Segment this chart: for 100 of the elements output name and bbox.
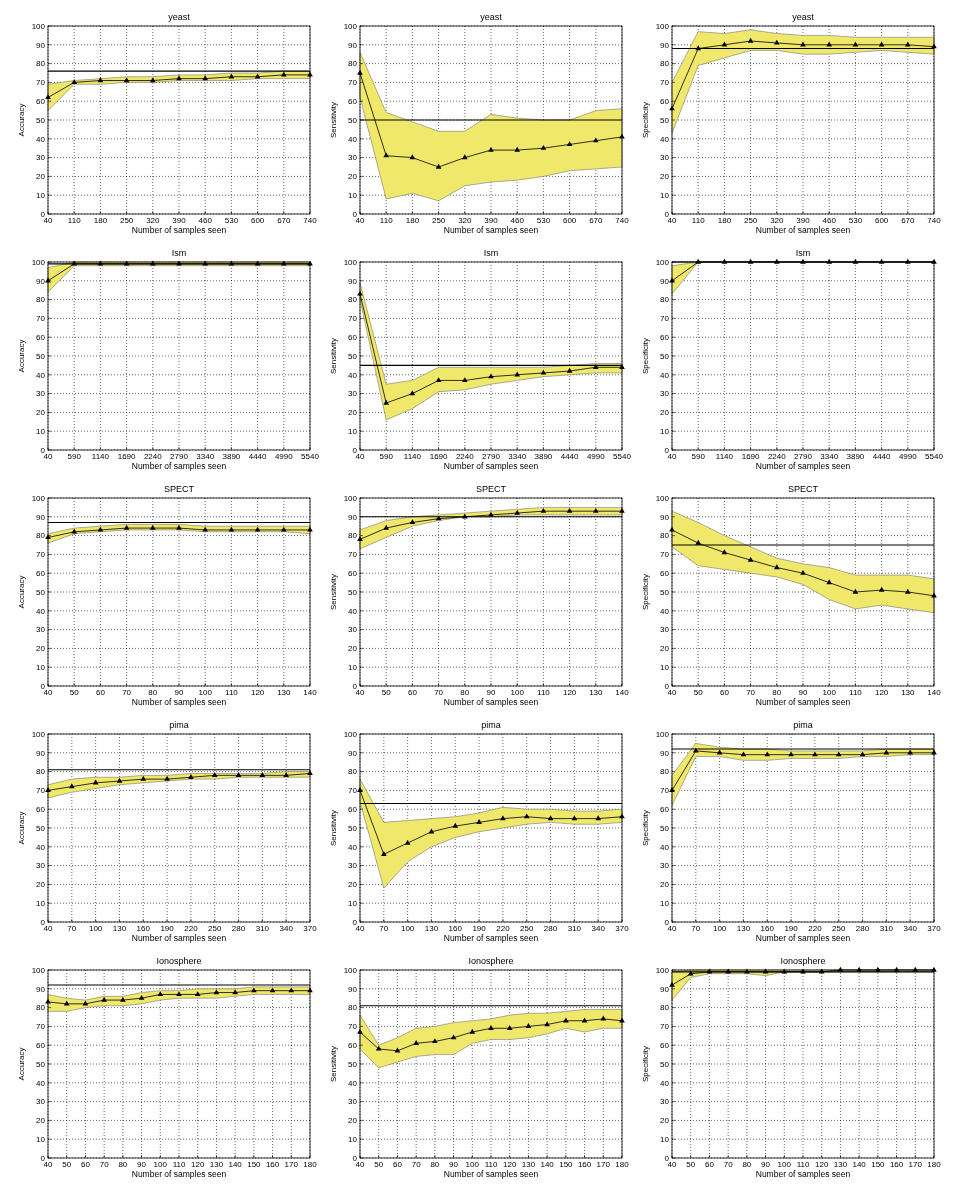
x-tick-label: 460 (822, 216, 837, 225)
y-tick-label: 90 (348, 276, 358, 286)
x-tick-label: 280 (543, 924, 558, 933)
y-axis-title: Sensitivity (329, 1045, 338, 1083)
x-axis-title: Number of samples seen (443, 461, 539, 471)
x-tick-label: 160 (760, 924, 775, 933)
x-tick-label: 460 (198, 216, 213, 225)
x-tick-label: 60 (704, 1160, 715, 1169)
y-tick-label: 40 (660, 134, 670, 144)
y-tick-label: 10 (348, 899, 358, 908)
x-tick-label: 160 (448, 924, 463, 933)
x-tick-label: 170 (596, 1160, 611, 1169)
x-tick-label: 60 (719, 688, 730, 697)
y-tick-label: 10 (660, 191, 670, 200)
y-tick-label: 80 (348, 767, 358, 777)
y-tick-label: 10 (36, 1135, 46, 1144)
x-tick-label: 110 (172, 1160, 186, 1169)
y-axis-title: Sensitivity (329, 101, 338, 139)
y-tick-label: 0 (40, 209, 46, 219)
y-tick-label: 60 (36, 333, 46, 342)
x-tick-label: 4440 (248, 452, 268, 461)
y-tick-label: 10 (660, 899, 670, 908)
x-tick-label: 100 (198, 688, 213, 697)
y-tick-label: 50 (348, 587, 358, 597)
x-tick-label: 110 (796, 1160, 810, 1169)
x-tick-label: 50 (374, 1160, 384, 1169)
x-tick-label: 50 (686, 1160, 696, 1169)
y-tick-label: 60 (660, 1041, 670, 1050)
y-tick-label: 60 (348, 569, 358, 578)
y-tick-label: 60 (348, 1041, 358, 1050)
x-axis-title: Number of samples seen (755, 1169, 851, 1179)
y-tick-label: 50 (348, 823, 358, 833)
y-tick-label: 70 (348, 550, 358, 560)
y-tick-label: 60 (36, 569, 46, 578)
y-tick-label: 90 (660, 512, 670, 522)
x-tick-label: 4990 (274, 452, 294, 461)
x-tick-label: 740 (303, 216, 318, 225)
y-tick-label: 20 (36, 1116, 46, 1126)
y-tick-label: 100 (655, 493, 670, 503)
x-tick-label: 320 (770, 216, 785, 225)
y-tick-label: 90 (660, 276, 670, 286)
y-tick-label: 80 (348, 59, 358, 69)
x-tick-label: 140 (228, 1160, 243, 1169)
x-tick-label: 70 (379, 924, 389, 933)
x-tick-label: 3890 (222, 452, 241, 461)
x-tick-label: 280 (231, 924, 246, 933)
y-tick-label: 30 (660, 861, 670, 871)
x-tick-label: 110 (537, 688, 551, 697)
y-tick-label: 0 (40, 445, 46, 455)
y-tick-label: 60 (348, 805, 358, 814)
x-tick-label: 190 (784, 924, 799, 933)
y-tick-label: 30 (348, 625, 358, 635)
x-tick-label: 130 (833, 1160, 848, 1169)
y-tick-label: 10 (36, 191, 46, 200)
x-tick-label: 180 (93, 216, 108, 225)
y-tick-label: 10 (660, 1135, 670, 1144)
y-tick-label: 70 (348, 786, 358, 796)
y-tick-label: 90 (660, 748, 670, 758)
x-tick-label: 250 (832, 924, 846, 933)
y-tick-label: 80 (660, 59, 670, 69)
y-tick-label: 10 (348, 191, 358, 200)
y-tick-label: 50 (36, 351, 46, 361)
x-tick-label: 4990 (898, 452, 918, 461)
y-tick-label: 50 (660, 115, 670, 125)
x-tick-label: 2240 (767, 452, 787, 461)
y-axis-title: Sensitivity (329, 573, 338, 611)
y-tick-label: 100 (655, 965, 670, 975)
y-tick-label: 90 (36, 276, 46, 286)
y-tick-label: 70 (36, 78, 46, 88)
x-tick-label: 2240 (143, 452, 163, 461)
y-tick-label: 70 (36, 550, 46, 560)
x-tick-label: 590 (691, 452, 706, 461)
x-tick-label: 220 (496, 924, 511, 933)
y-axis-title: Specificity (641, 1045, 650, 1083)
y-tick-label: 40 (660, 842, 670, 852)
x-tick-label: 110 (225, 688, 239, 697)
y-tick-label: 30 (36, 625, 46, 635)
y-tick-label: 100 (655, 257, 670, 267)
x-axis-title: Number of samples seen (443, 933, 539, 943)
x-tick-label: 250 (431, 216, 446, 225)
chart-title: Ism (171, 248, 187, 258)
x-axis-title: Number of samples seen (443, 1169, 539, 1179)
x-tick-label: 670 (901, 216, 916, 225)
x-tick-label: 180 (303, 1160, 318, 1169)
y-tick-label: 90 (348, 748, 358, 758)
y-tick-label: 50 (660, 351, 670, 361)
y-tick-label: 60 (36, 805, 46, 814)
y-tick-label: 70 (36, 314, 46, 324)
y-tick-label: 30 (36, 861, 46, 871)
y-tick-label: 30 (660, 389, 670, 399)
x-tick-label: 120 (874, 688, 889, 697)
y-tick-label: 20 (348, 408, 358, 418)
x-tick-label: 160 (136, 924, 151, 933)
y-tick-label: 40 (660, 606, 670, 616)
x-tick-label: 90 (449, 1160, 459, 1169)
x-axis-title: Number of samples seen (755, 461, 851, 471)
x-tick-label: 2790 (794, 452, 813, 461)
y-tick-label: 0 (40, 1153, 46, 1163)
y-tick-label: 0 (352, 1153, 358, 1163)
x-tick-label: 740 (615, 216, 630, 225)
